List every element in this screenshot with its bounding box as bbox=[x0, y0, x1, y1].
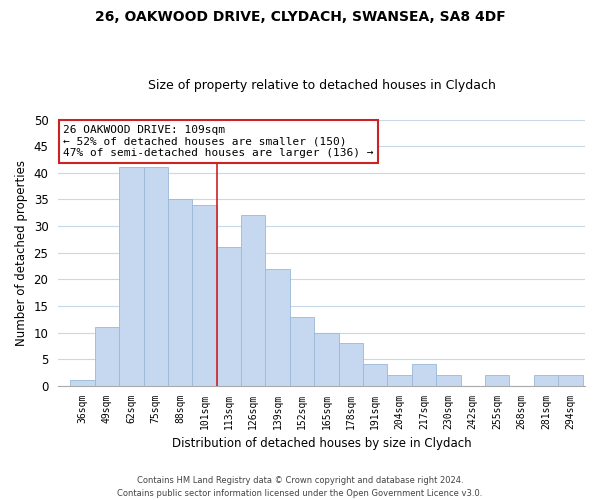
Bar bbox=[95, 327, 119, 386]
Bar bbox=[388, 375, 412, 386]
Bar bbox=[265, 268, 290, 386]
Bar bbox=[143, 168, 168, 386]
Y-axis label: Number of detached properties: Number of detached properties bbox=[15, 160, 28, 346]
Bar bbox=[119, 168, 143, 386]
Bar bbox=[241, 216, 265, 386]
Bar bbox=[70, 380, 95, 386]
Bar bbox=[290, 316, 314, 386]
Bar bbox=[217, 248, 241, 386]
Bar bbox=[412, 364, 436, 386]
Text: 26 OAKWOOD DRIVE: 109sqm
← 52% of detached houses are smaller (150)
47% of semi-: 26 OAKWOOD DRIVE: 109sqm ← 52% of detach… bbox=[64, 125, 374, 158]
Bar bbox=[168, 200, 193, 386]
Bar bbox=[485, 375, 509, 386]
Bar bbox=[558, 375, 583, 386]
Bar bbox=[534, 375, 558, 386]
X-axis label: Distribution of detached houses by size in Clydach: Distribution of detached houses by size … bbox=[172, 437, 472, 450]
Bar bbox=[338, 343, 363, 386]
Title: Size of property relative to detached houses in Clydach: Size of property relative to detached ho… bbox=[148, 79, 496, 92]
Bar bbox=[436, 375, 461, 386]
Text: Contains HM Land Registry data © Crown copyright and database right 2024.
Contai: Contains HM Land Registry data © Crown c… bbox=[118, 476, 482, 498]
Bar bbox=[193, 204, 217, 386]
Text: 26, OAKWOOD DRIVE, CLYDACH, SWANSEA, SA8 4DF: 26, OAKWOOD DRIVE, CLYDACH, SWANSEA, SA8… bbox=[95, 10, 505, 24]
Bar bbox=[314, 332, 338, 386]
Bar bbox=[363, 364, 388, 386]
